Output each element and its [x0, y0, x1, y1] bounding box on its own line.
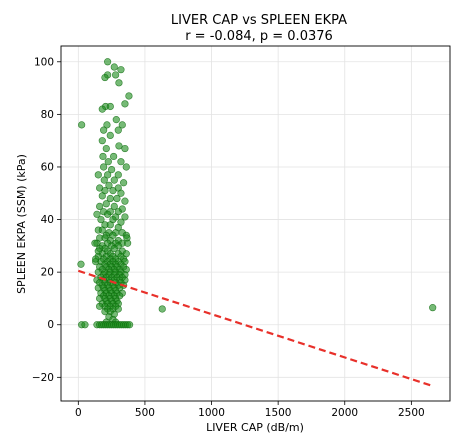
data-point: [120, 179, 128, 187]
data-point: [121, 197, 129, 205]
x-axis-ticks: 0 500 1000 1500 2000 2500: [75, 401, 425, 419]
y-tick-label: −20: [32, 372, 54, 384]
data-point: [121, 213, 129, 221]
data-point: [93, 210, 101, 218]
data-point: [110, 202, 118, 211]
y-tick-label: 0: [47, 319, 54, 331]
y-axis-label: SPLEEN EKPA (SSM) (kPa): [15, 154, 28, 294]
data-point: [429, 304, 437, 312]
x-axis-label: LIVER CAP (dB/m): [206, 421, 304, 434]
data-point: [92, 255, 100, 263]
data-point: [99, 152, 107, 161]
data-point: [113, 194, 121, 203]
data-point: [81, 321, 89, 329]
data-point: [100, 163, 108, 171]
data-point: [106, 102, 114, 111]
data-point: [115, 142, 123, 150]
data-point: [94, 247, 102, 255]
data-point: [109, 187, 117, 195]
data-point: [102, 144, 110, 153]
y-tick-label: 20: [41, 267, 54, 279]
y-tick-label: 60: [41, 161, 54, 173]
chart-title: LIVER CAP vs SPLEEN EKPA: [171, 13, 347, 28]
data-point: [103, 121, 111, 129]
y-tick-label: 40: [41, 214, 54, 226]
data-point: [98, 226, 106, 234]
data-point: [98, 192, 106, 200]
data-point: [78, 121, 86, 129]
data-point: [97, 215, 105, 224]
trend-line: [77, 269, 434, 388]
y-tick-label: 100: [34, 56, 54, 68]
x-tick-label: 500: [135, 407, 155, 419]
data-point: [106, 131, 114, 140]
y-axis-ticks: −20 0 20 40 60 80 100: [32, 56, 61, 384]
data-point: [121, 100, 129, 108]
data-point: [102, 200, 110, 208]
data-point: [104, 210, 112, 218]
chart-subtitle: r = -0.084, p = 0.0376: [185, 29, 333, 44]
data-point: [105, 181, 113, 189]
data-point: [117, 66, 125, 74]
data-point: [106, 221, 114, 229]
data-point: [110, 63, 118, 71]
data-point: [104, 158, 112, 166]
data-point: [115, 79, 123, 87]
data-point: [126, 321, 134, 329]
data-point: [101, 73, 109, 82]
data-point: [118, 121, 126, 129]
data-points: [77, 58, 437, 329]
data-point: [125, 92, 133, 100]
data-point: [158, 305, 166, 313]
data-point: [114, 171, 122, 179]
data-point: [110, 152, 118, 161]
data-point: [110, 244, 118, 253]
data-point: [112, 116, 120, 124]
data-point: [104, 58, 112, 66]
data-point: [77, 260, 85, 268]
data-point: [112, 71, 120, 79]
data-point: [98, 137, 106, 145]
data-point: [121, 144, 129, 153]
x-tick-label: 1500: [265, 407, 292, 419]
data-point: [100, 176, 108, 184]
trend-layer: [77, 269, 434, 388]
data-point: [108, 165, 116, 174]
data-point: [122, 163, 130, 171]
plot-frame: [60, 45, 451, 402]
data-point: [96, 302, 104, 310]
data-point: [124, 239, 132, 247]
data-point: [94, 171, 102, 179]
x-tick-label: 0: [75, 407, 82, 419]
data-point: [117, 189, 125, 197]
x-tick-label: 2500: [398, 407, 425, 419]
data-point: [117, 158, 125, 166]
data-point: [91, 239, 99, 247]
data-point: [114, 305, 122, 313]
data-point: [100, 126, 108, 134]
data-point: [110, 176, 118, 184]
data-point: [96, 202, 104, 211]
x-tick-label: 2000: [331, 407, 358, 419]
data-point: [104, 171, 112, 179]
data-point: [98, 105, 106, 113]
y-tick-label: 80: [41, 109, 54, 121]
data-point: [114, 126, 122, 134]
x-tick-label: 1000: [198, 407, 225, 419]
